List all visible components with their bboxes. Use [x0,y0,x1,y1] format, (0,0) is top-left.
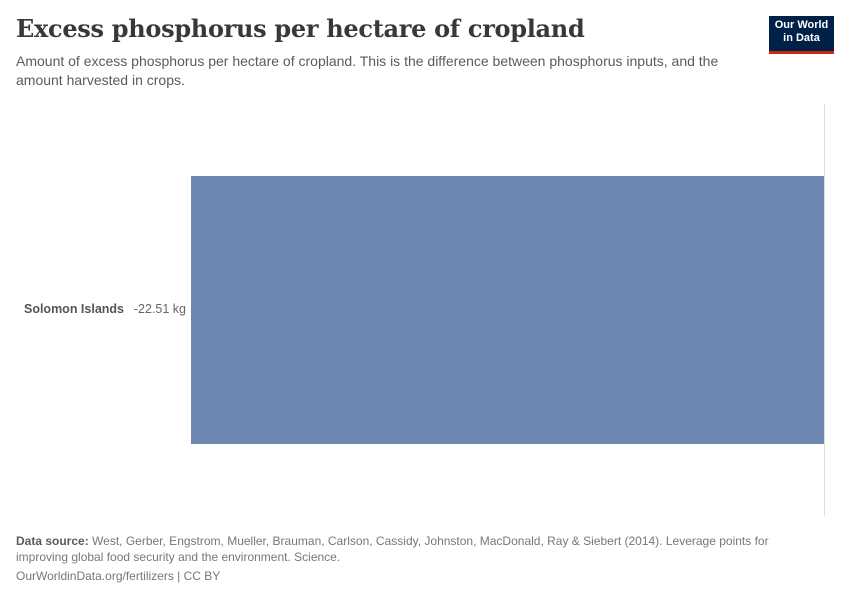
source-url-link[interactable]: OurWorldinData.org/fertilizers [16,569,174,583]
value-label: -22.51 kg [133,302,186,316]
entity-label: Solomon Islands [23,302,124,316]
logo-line-2: in Data [783,32,820,44]
chart-title: Excess phosphorus per hectare of croplan… [16,14,585,43]
license-link[interactable]: CC BY [183,569,221,583]
zero-axis-line [824,104,825,516]
footer-links: OurWorldinData.org/fertilizers | CC BY [16,569,220,583]
chart-subtitle: Amount of excess phosphorus per hectare … [16,53,719,88]
owid-logo[interactable]: Our World in Data [769,16,834,54]
footer-separator: | [177,569,181,583]
source-label: Data source: [16,534,89,548]
logo-line-1: Our World [774,19,829,31]
source-text: West, Gerber, Engstrom, Mueller, Brauman… [16,534,769,564]
data-source: Data source: West, Gerber, Engstrom, Mue… [16,533,806,565]
bar[interactable] [191,176,824,444]
